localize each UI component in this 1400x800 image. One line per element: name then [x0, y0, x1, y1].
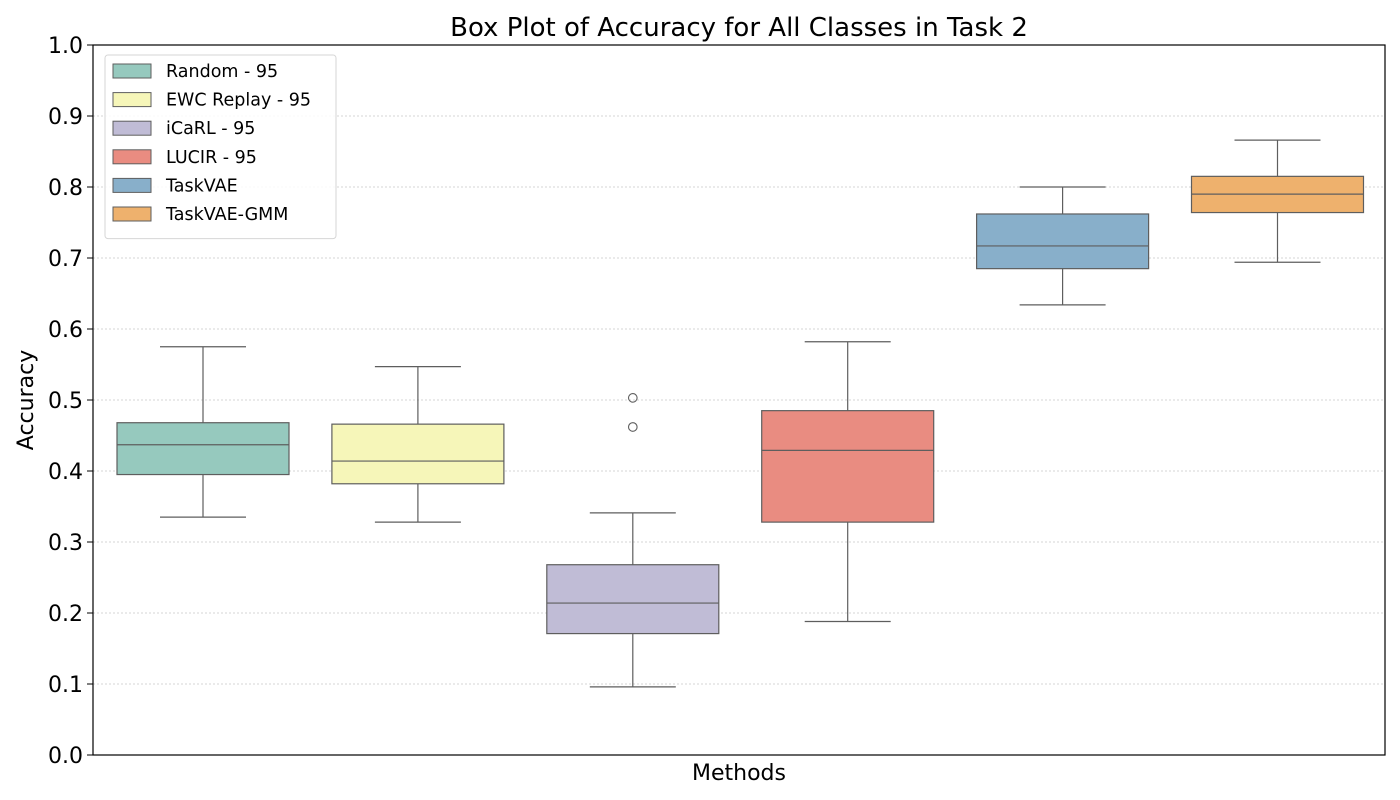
plot-frame	[92, 44, 1386, 756]
box-lucir-95	[761, 341, 935, 623]
legend-label: EWC Replay - 95	[166, 91, 311, 111]
boxes	[116, 139, 1365, 688]
y-tick-label: 0.9	[48, 105, 83, 130]
y-tick-label: 0.6	[48, 318, 83, 343]
box-taskvae-gmm	[1190, 139, 1365, 263]
x-axis-label: Methods	[692, 761, 786, 786]
y-axis-label: Accuracy	[14, 350, 39, 450]
legend-box	[104, 54, 337, 240]
legend-swatch	[112, 149, 152, 165]
axes: 0.0 0.1 0.2 0.3 0.4 0.5 0.6 0.7 0.8 0.9 1.0	[48, 34, 1386, 769]
outlier-point	[627, 393, 638, 403]
legend: Random - 95 EWC Replay - 95 iCaRL - 95 LUCI…	[104, 54, 337, 240]
box-icarl-95	[546, 393, 720, 688]
box-ewc-replay-95	[331, 366, 505, 523]
legend-label: LUCIR - 95	[166, 148, 257, 168]
y-tick-label: 1.0	[48, 34, 83, 59]
y-tick-label: 0.8	[48, 176, 83, 201]
legend-item: Random - 95	[112, 62, 278, 82]
y-tick-label: 0.0	[48, 744, 83, 769]
chart-title: Box Plot of Accuracy for All Classes in …	[450, 13, 1028, 43]
legend-swatch	[112, 206, 152, 222]
legend-label: TaskVAE	[165, 176, 238, 196]
box-body	[761, 410, 935, 523]
legend-swatch	[112, 92, 152, 108]
y-tick-label: 0.2	[48, 602, 83, 627]
y-tick-label: 0.3	[48, 531, 83, 556]
legend-label: Random - 95	[166, 62, 278, 82]
legend-item: LUCIR - 95	[112, 148, 257, 168]
legend-item: TaskVAE-GMM	[112, 205, 288, 225]
outlier-point	[627, 422, 638, 432]
y-tick-label: 0.4	[48, 460, 83, 485]
box-body	[546, 564, 720, 635]
legend-item: iCaRL - 95	[112, 119, 255, 139]
box-random-95	[116, 346, 290, 518]
legend-item: TaskVAE	[112, 176, 238, 196]
y-tick-label: 0.7	[48, 247, 83, 272]
legend-swatch	[112, 63, 152, 79]
legend-label: iCaRL - 95	[166, 119, 255, 139]
y-tick-label: 0.1	[48, 673, 83, 698]
gridlines	[93, 115, 1385, 685]
y-tick-label: 0.5	[48, 389, 83, 414]
legend-item: EWC Replay - 95	[112, 91, 311, 111]
box-body	[975, 213, 1150, 270]
legend-swatch	[112, 120, 152, 136]
box-body	[331, 423, 505, 485]
box-taskvae	[975, 186, 1150, 306]
legend-swatch	[112, 177, 152, 193]
legend-label: TaskVAE-GMM	[165, 205, 288, 225]
box-body	[116, 422, 290, 476]
